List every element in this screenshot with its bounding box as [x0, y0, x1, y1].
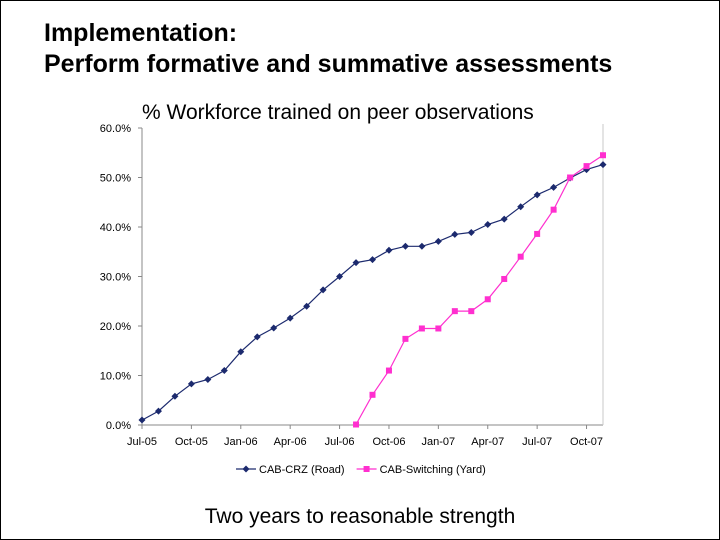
data-point — [534, 230, 541, 237]
data-point — [286, 314, 294, 322]
slide-title: Implementation: Perform formative and su… — [44, 18, 612, 80]
data-point — [468, 308, 475, 315]
legend-label: CAB-CRZ (Road) — [259, 464, 345, 476]
data-point — [583, 163, 590, 170]
data-point — [501, 275, 508, 282]
data-point — [435, 325, 442, 332]
legend-label: CAB-Switching (Yard) — [380, 464, 486, 476]
data-point — [253, 333, 261, 341]
data-point — [385, 246, 393, 254]
data-point — [353, 421, 360, 428]
x-tick-label: Oct-05 — [175, 436, 208, 448]
data-point — [451, 308, 458, 315]
data-point — [517, 253, 524, 260]
data-point — [352, 259, 360, 267]
y-tick-label: 30.0% — [100, 272, 131, 284]
data-point — [517, 203, 525, 211]
data-point — [336, 273, 344, 280]
legend: CAB-CRZ (Road) CAB-Switching (Yard) — [236, 464, 486, 476]
data-point — [171, 392, 179, 400]
data-point — [303, 302, 311, 310]
x-tick-label: Oct-06 — [372, 436, 405, 448]
x-tick-label: Apr-07 — [471, 436, 504, 448]
x-tick-label: Apr-06 — [274, 436, 307, 448]
chart-axes — [138, 124, 604, 429]
data-point — [533, 191, 541, 199]
data-point — [369, 391, 376, 398]
data-point — [600, 152, 606, 159]
data-point — [418, 325, 425, 332]
chart-title: % Workforce trained on peer observations — [142, 101, 534, 124]
x-tick-label: Jul-07 — [522, 436, 552, 448]
slide-title-line-1: Implementation: — [44, 19, 238, 47]
legend-swatch-marker — [242, 465, 250, 473]
legend-item: CAB-Switching (Yard) — [356, 464, 486, 476]
data-point — [401, 242, 409, 250]
y-tick-label: 50.0% — [100, 173, 131, 185]
slide-caption: Two years to reasonable strength — [204, 505, 516, 528]
y-tick-label: 10.0% — [100, 371, 131, 383]
data-point — [484, 221, 492, 229]
data-point — [451, 230, 459, 238]
legend-item: CAB-CRZ (Road) — [236, 464, 345, 476]
data-point — [369, 256, 376, 264]
x-tick-label: Jan-07 — [422, 436, 456, 448]
y-tick-label: 60.0% — [100, 123, 131, 135]
data-point — [418, 242, 426, 250]
x-tick-label: Jul-05 — [127, 436, 157, 448]
series-line — [355, 154, 604, 425]
data-point — [319, 286, 327, 294]
data-point — [500, 215, 508, 223]
data-point — [550, 206, 557, 213]
data-point — [204, 375, 212, 383]
data-point — [237, 348, 245, 356]
slide-title-line-2: Perform formative and summative assessme… — [44, 50, 613, 78]
x-tick-label: Jul-06 — [325, 436, 355, 448]
series-line — [141, 164, 604, 421]
x-tick-labels: Jul-05 Oct-05 Jan-06 Apr-06 Jul-06 Oct-06 Jan-… — [127, 436, 603, 448]
data-point — [484, 296, 491, 303]
data-point — [599, 161, 607, 169]
x-tick-label: Jan-06 — [224, 436, 258, 448]
series-1 — [138, 161, 607, 424]
x-tick-label: Oct-07 — [570, 436, 603, 448]
series-2 — [353, 152, 606, 428]
data-point — [154, 407, 162, 415]
data-point — [550, 183, 558, 191]
data-point — [220, 367, 228, 375]
series-layer — [138, 152, 607, 428]
data-point — [385, 367, 392, 374]
data-point — [434, 237, 442, 245]
data-point — [402, 335, 409, 342]
data-point — [567, 174, 574, 181]
data-point — [138, 416, 146, 424]
y-tick-label: 20.0% — [100, 321, 131, 333]
y-tick-label: 0.0% — [106, 420, 131, 432]
data-point — [270, 324, 278, 332]
data-point — [467, 228, 475, 236]
y-tick-label: 40.0% — [100, 222, 131, 234]
data-point — [187, 380, 195, 388]
y-tick-labels: 0.0% 10.0% 20.0% 30.0% 40.0% 50.0% 60.0% — [100, 123, 131, 432]
legend-swatch-marker — [363, 466, 370, 472]
